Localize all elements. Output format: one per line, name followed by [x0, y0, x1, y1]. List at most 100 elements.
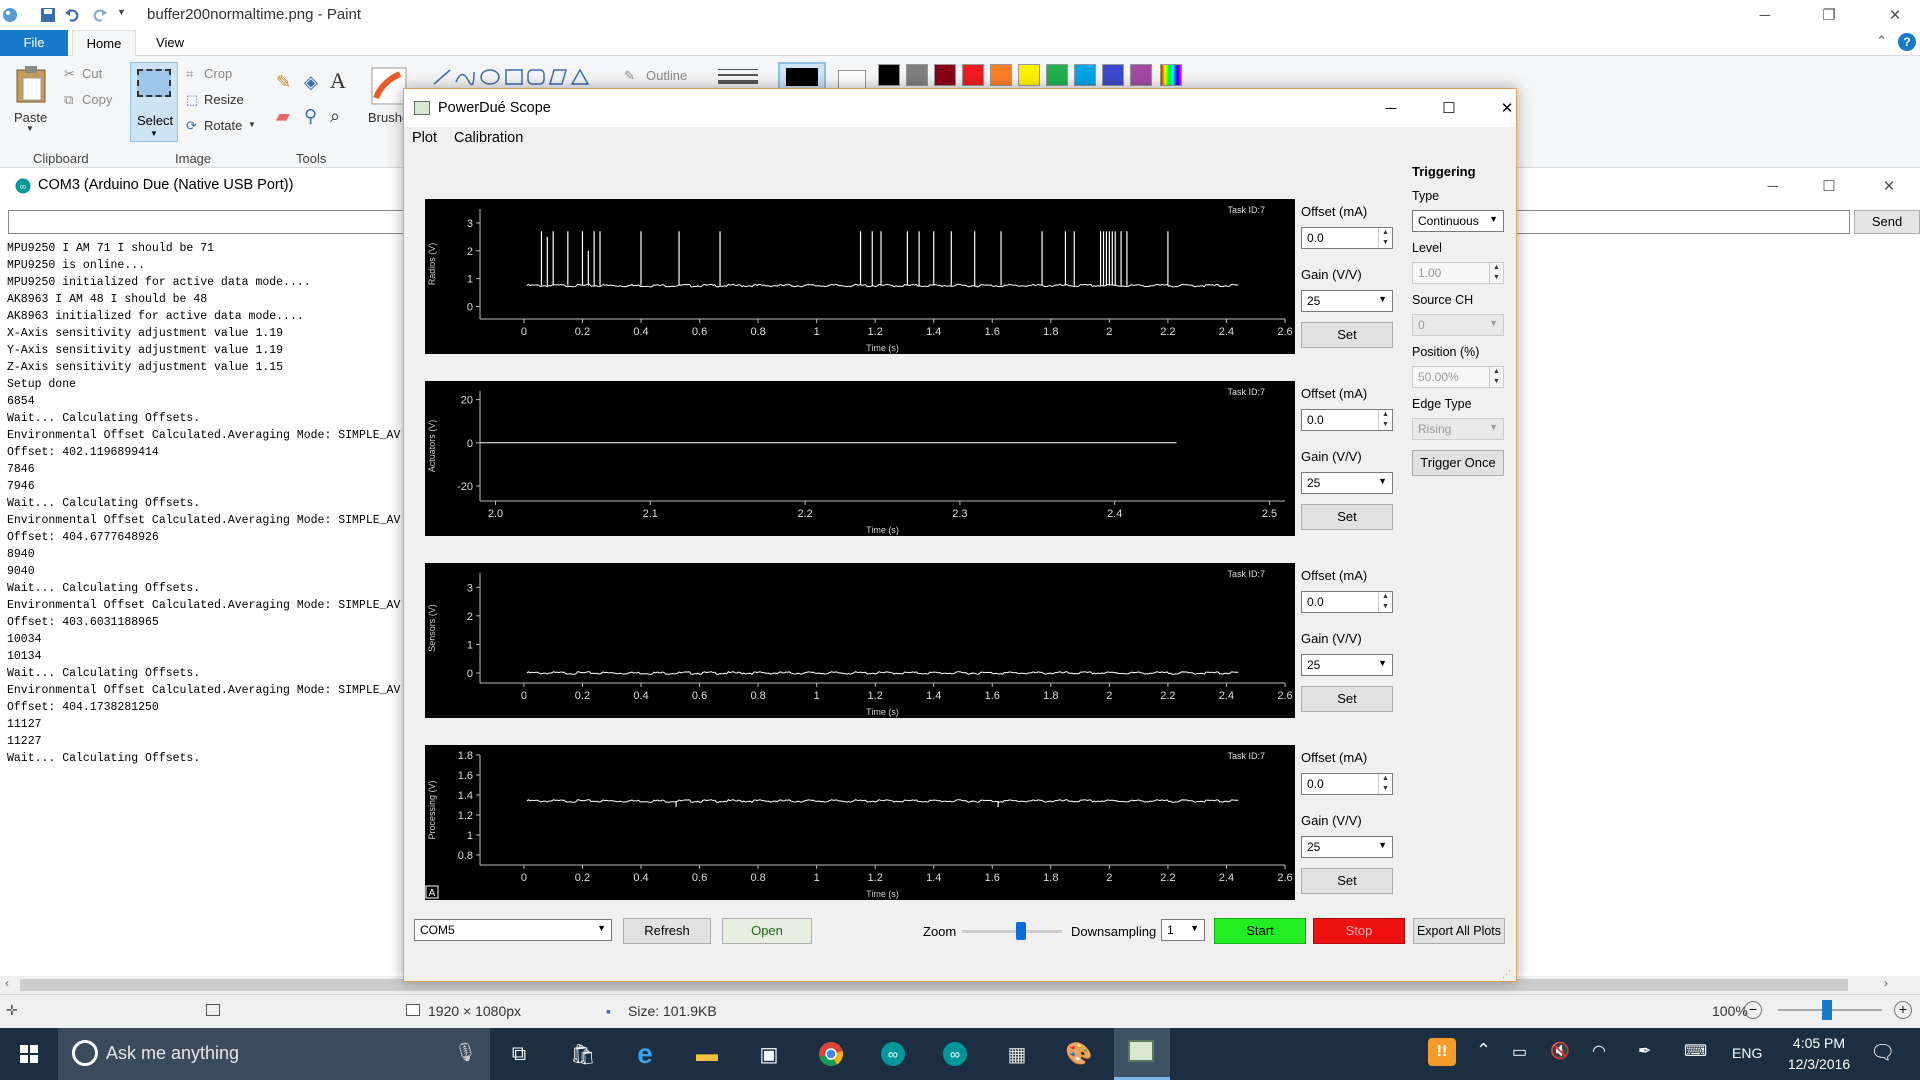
spin-arrows-icon[interactable]: ▲ ▼ [1378, 410, 1392, 430]
spin-arrows-icon[interactable]: ▲ ▼ [1378, 592, 1392, 612]
arduino-taskbar-icon-2[interactable]: ∞ [938, 1038, 972, 1070]
spin-arrows-icon[interactable]: ▲ ▼ [1378, 774, 1392, 794]
wifi-icon[interactable]: ◠ [1592, 1043, 1606, 1060]
plot-3-canvas[interactable]: 0 0.2 0.4 0.6 0.8 1 1.2 1.4 1.6 1.8 2 2.2 2.4 2.6 0 1 2 3… [425, 563, 1295, 718]
palette-color-swatch[interactable] [962, 64, 984, 86]
set-button[interactable]: Set [1301, 322, 1393, 348]
palette-color-swatch[interactable] [1018, 64, 1040, 86]
shapes-gallery[interactable] [430, 66, 600, 88]
size-icon[interactable] [718, 68, 758, 86]
edge-icon[interactable]: e [637, 1038, 653, 1069]
action-center-icon[interactable]: 🗨 [1870, 1042, 1896, 1064]
edit-colors-icon[interactable] [1160, 64, 1182, 86]
rotate-button[interactable]: Rotate [204, 118, 243, 133]
pencil-icon[interactable]: ✎ [276, 72, 292, 92]
gain-select[interactable]: 25 ▼ [1301, 290, 1393, 312]
paste-dropdown-icon[interactable]: ▼ [26, 124, 34, 133]
trigger-type-select[interactable]: Continuous ▼ [1412, 210, 1504, 232]
palette-color-swatch[interactable] [1130, 64, 1152, 86]
serial-minimize-button[interactable]: ─ [1767, 177, 1779, 195]
palette-color-swatch[interactable] [1046, 64, 1068, 86]
rotate-icon[interactable]: ⟳ [186, 118, 197, 133]
copy-button[interactable]: Copy [82, 92, 113, 107]
palette-color-swatch[interactable] [878, 64, 900, 86]
offset-input[interactable]: 0.0 ▲ ▼ [1301, 591, 1393, 613]
store-icon[interactable]: 🛍 [570, 1043, 596, 1066]
copy-icon[interactable]: ⧉ [64, 92, 74, 107]
zoom-out-icon[interactable]: − [1744, 1001, 1762, 1019]
scope-maximize-button[interactable]: ☐ [1442, 100, 1456, 117]
resize-grip-icon[interactable]: ⋰ [1502, 969, 1511, 979]
offset-input[interactable]: 0.0 ▲ ▼ [1301, 773, 1393, 795]
palette-color-swatch[interactable] [934, 64, 956, 86]
crop-button[interactable]: Crop [204, 66, 233, 81]
gain-select[interactable]: 25 ▼ [1301, 472, 1393, 494]
palette-color-swatch[interactable] [1074, 64, 1096, 86]
resize-icon[interactable]: ⬚ [186, 92, 199, 107]
resize-button[interactable]: Resize [204, 92, 244, 107]
cut-icon[interactable]: ✂ [64, 66, 75, 81]
vm-icon[interactable]: ▦ [1007, 1043, 1027, 1066]
color-picker-icon[interactable]: ⚲ [304, 106, 318, 126]
open-button[interactable]: Open [722, 918, 812, 944]
clock-time[interactable]: 4:05 PM [1792, 1035, 1846, 1051]
redo-icon[interactable] [92, 7, 108, 23]
gain-select[interactable]: 25 ▼ [1301, 836, 1393, 858]
stop-button[interactable]: Stop [1313, 918, 1405, 944]
offset-input[interactable]: 0.0 ▲ ▼ [1301, 227, 1393, 249]
palette-color-swatch[interactable] [906, 64, 928, 86]
brushes-icon[interactable] [370, 66, 408, 106]
palette-color-swatch[interactable] [1102, 64, 1124, 86]
scope-minimize-button[interactable]: ─ [1385, 99, 1397, 117]
crop-icon[interactable]: ⌗ [186, 66, 194, 81]
eraser-icon[interactable]: ▰ [276, 106, 290, 126]
plot-1-canvas[interactable]: 0 0.2 0.4 0.6 0.8 1 1.2 1.4 1.6 1.8 2 2.2 2.4 2.6 0 1 2 3… [425, 199, 1295, 354]
paint-restore-button[interactable]: ❐ [1822, 7, 1836, 24]
search-box[interactable]: Ask me anything 🎙 [58, 1028, 490, 1080]
notification-app-icon[interactable]: !! [1428, 1038, 1456, 1066]
zoom-in-icon[interactable]: + [1894, 1001, 1912, 1019]
paint-taskbar-icon[interactable]: 🎨 [1065, 1041, 1093, 1066]
spin-arrows-icon[interactable]: ▲ ▼ [1378, 228, 1392, 248]
plot-2-canvas[interactable]: 2.0 2.1 2.2 2.3 2.4 2.5 20 0 -20 Time (s) Actuator… [425, 381, 1295, 536]
paste-button[interactable]: Paste [14, 110, 48, 125]
export-all-plots-button[interactable]: Export All Plots [1413, 918, 1505, 944]
scope-taskbar-item[interactable] [1114, 1028, 1170, 1080]
offset-input[interactable]: 0.0 ▲ ▼ [1301, 409, 1393, 431]
set-button[interactable]: Set [1301, 868, 1393, 894]
set-button[interactable]: Set [1301, 686, 1393, 712]
ribbon-collapse-icon[interactable]: ⌃ [1876, 33, 1887, 48]
volume-muted-icon[interactable]: 🔇 [1550, 1043, 1570, 1060]
menu-plot[interactable]: Plot [412, 130, 437, 146]
cmd-icon[interactable]: ▣ [759, 1043, 779, 1066]
start-button[interactable]: Start [1214, 918, 1306, 944]
set-button[interactable]: Set [1301, 504, 1393, 530]
clock-date[interactable]: 12/3/2016 [1787, 1056, 1851, 1072]
save-icon[interactable] [40, 7, 56, 23]
zoom-slider-thumb[interactable] [1822, 1000, 1832, 1020]
arduino-taskbar-icon-1[interactable]: ∞ [876, 1038, 910, 1070]
language-indicator[interactable]: ENG [1732, 1045, 1763, 1061]
zoom-slider-track[interactable] [962, 930, 1062, 933]
microphone-icon[interactable]: 🎙 [454, 1042, 477, 1062]
port-select[interactable]: COM5 ▼ [414, 919, 612, 941]
show-hidden-icons[interactable]: ⌃ [1476, 1040, 1492, 1060]
refresh-button[interactable]: Refresh [623, 918, 711, 944]
text-tool-icon[interactable]: A [330, 68, 346, 93]
plot-4-canvas[interactable]: 0 0.2 0.4 0.6 0.8 1 1.2 1.4 1.6 1.8 2 2.2 2.4 2.6 0.8 1… [425, 745, 1295, 900]
tab-file[interactable]: File [0, 30, 68, 56]
pen-icon[interactable]: ✒ [1638, 1043, 1652, 1060]
palette-color-swatch[interactable] [990, 64, 1012, 86]
paste-icon[interactable] [14, 64, 48, 104]
file-explorer-icon[interactable]: ▬ [696, 1041, 718, 1066]
scroll-right-icon[interactable]: › [1884, 976, 1888, 990]
quick-access-dropdown-icon[interactable]: ▼ [117, 7, 126, 17]
send-button[interactable]: Send [1854, 210, 1920, 234]
scope-close-button[interactable]: ✕ [1500, 100, 1514, 117]
trigger-once-button[interactable]: Trigger Once [1412, 450, 1504, 476]
downsampling-select[interactable]: 1 ▼ [1161, 919, 1205, 941]
tab-home[interactable]: Home [72, 30, 136, 57]
windows-start-icon[interactable] [12, 1038, 46, 1070]
undo-icon[interactable] [64, 7, 80, 23]
serial-maximize-button[interactable]: ☐ [1822, 178, 1836, 195]
